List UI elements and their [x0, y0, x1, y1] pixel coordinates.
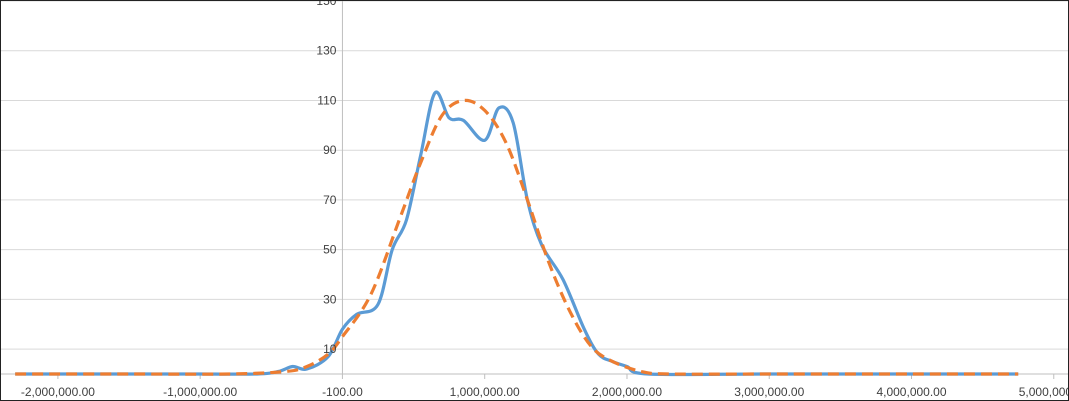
x-tick-labels: -2,000,000.00 -1,000,000.00 -100.00 1,000,0…: [21, 385, 1068, 399]
series-line-2: [15, 98, 1019, 376]
x-tick-label: -1,000,000.00: [163, 385, 237, 399]
axes: [1, 1, 1068, 379]
x-tick-label: 2,000,000.00: [592, 385, 662, 399]
x-tick-label: -2,000,000.00: [21, 385, 95, 399]
x-tick-label: 3,000,000.00: [734, 385, 804, 399]
y-tick-label: 150: [316, 1, 336, 8]
y-tick-label: 30: [323, 292, 337, 306]
gridlines: [1, 1, 1068, 350]
x-tick-label: 4,000,000.00: [876, 385, 946, 399]
y-tick-labels: 10 30 50 70 90 110 130 150: [316, 1, 336, 356]
x-tick-label: 1,000,000.00: [450, 385, 520, 399]
x-tick-label: 5,000,000.00: [1019, 385, 1068, 399]
y-tick-label: 90: [323, 143, 337, 157]
y-tick-label: 50: [323, 243, 337, 257]
y-tick-label: 10: [323, 342, 337, 356]
series-lines: [15, 90, 1019, 377]
x-tick-label: -100.00: [322, 385, 363, 399]
y-tick-label: 130: [316, 44, 336, 58]
series-line-1: [15, 90, 1019, 377]
y-tick-label: 110: [317, 93, 336, 107]
y-tick-label: 70: [323, 193, 337, 207]
